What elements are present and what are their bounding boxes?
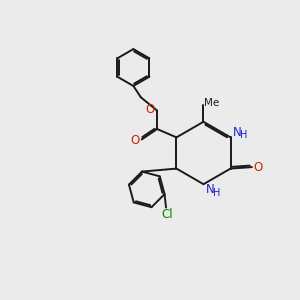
Text: N: N	[233, 125, 242, 139]
Text: H: H	[213, 188, 220, 197]
Text: Me: Me	[204, 98, 219, 108]
Text: O: O	[254, 160, 263, 174]
Text: O: O	[130, 134, 140, 147]
Text: N: N	[206, 183, 214, 196]
Text: O: O	[145, 103, 154, 116]
Text: Cl: Cl	[162, 208, 173, 220]
Text: H: H	[240, 130, 247, 140]
